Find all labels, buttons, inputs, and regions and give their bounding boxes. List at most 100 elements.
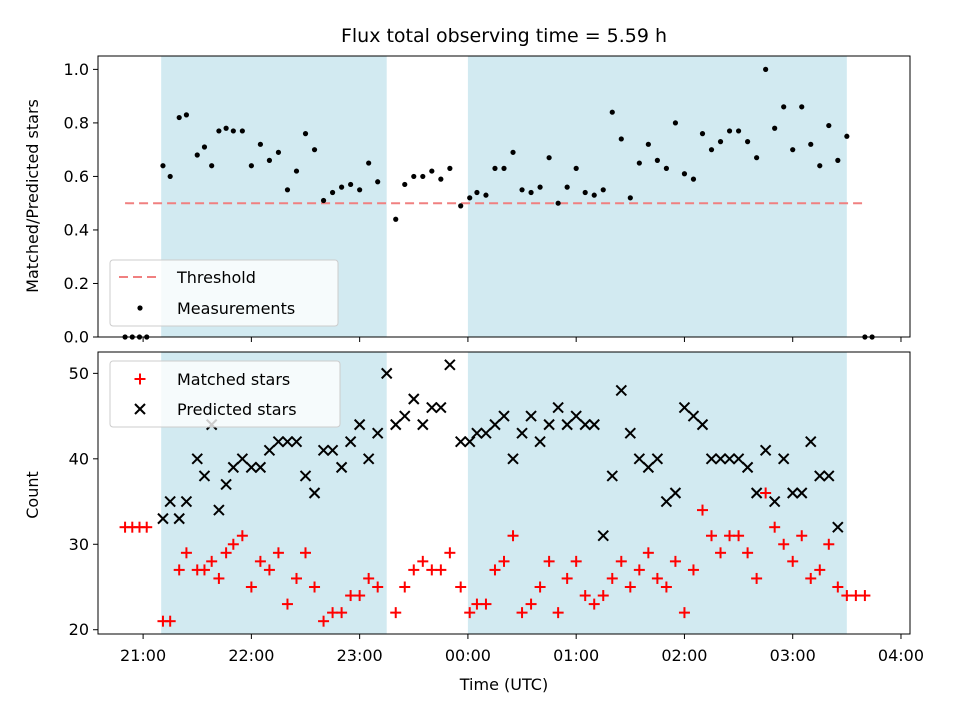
predicted-point-58 [660,495,673,508]
predicted-point-53 [615,384,627,397]
predicted-point-38-b [480,427,492,439]
matched-point-65 [696,504,708,516]
bottom-ytick-label-3: 40 [69,449,89,468]
predicted-point-45-b [543,418,555,431]
predicted-point-49 [579,418,591,431]
top-legend: Threshold Measurements [109,259,339,327]
measurement-point-24 [320,197,327,204]
measurement-point-38 [458,203,464,209]
matched-point-58 [633,564,645,576]
predicted-point-54-b [624,427,637,439]
matched-point-15 [236,530,248,542]
measurement-point-32 [402,181,408,188]
predicted-point-68-b [750,487,763,499]
predicted-point-61-b [687,410,700,422]
predicted-point-58-b [660,495,673,508]
measurement-point-44 [510,149,516,155]
measurement-point-75 [790,147,796,153]
top-frame [97,55,911,338]
predicted-point-20 [317,444,330,456]
top-ytick-label-6: 1.0 [64,60,89,79]
measurement-point-70 [745,139,751,145]
bottom-legend: Matched stars Predicted stars [109,360,341,428]
predicted-point-74-b [805,436,817,448]
predicted-point-51 [597,530,609,542]
predicted-point-44-b [534,436,546,448]
predicted-point-26-b [371,427,384,439]
measurement-point-35 [429,168,435,174]
measurement-point-47 [537,184,543,190]
predicted-point-28 [390,418,402,431]
measurement-point-27 [348,181,354,188]
matched-point-53 [588,598,600,610]
matched-point-42 [489,564,501,576]
xtick-label-8: 04:00 [878,646,924,665]
predicted-point-31-b [417,418,429,431]
measurement-point-19 [275,149,282,155]
bottom-ytick-label-1: 20 [69,620,89,639]
predicted-point-56-b [642,461,655,474]
measurement-point-34 [420,173,426,180]
shaded-interval-2 [467,56,847,337]
measurement-point-36 [438,176,444,182]
predicted-point-32 [426,401,438,414]
matched-point-71 [751,572,763,584]
predicted-point-75 [814,470,826,482]
predicted-point-30 [408,393,420,405]
matched-point-79 [823,538,835,550]
measurement-point-13 [223,125,229,131]
predicted-point-48-b [570,410,582,422]
predicted-point-62 [696,418,709,431]
matched-point-12 [213,572,225,584]
measurement-point-78 [817,163,823,169]
matched-point-19 [272,547,284,559]
top-ytick-label-1: 0.0 [64,328,89,347]
predicted-point-22-b [335,461,348,474]
predicted-point-24-b [353,418,366,431]
bottom-legend-box [109,360,341,428]
predicted-point-18 [299,470,312,482]
top-shaded-regions [161,56,847,337]
predicted-point-57 [651,453,664,465]
matched-point-38 [455,581,467,593]
predicted-point-77 [832,521,844,533]
xtick-label-7: 03:00 [770,646,816,665]
measurement-point-33 [411,173,417,180]
predicted-point-72 [787,487,799,499]
measurement-point-53 [591,192,597,198]
predicted-point-14-b [263,444,276,456]
matched-point-50 [561,572,573,584]
matched-point-52 [579,590,591,602]
predicted-point-61 [687,410,700,422]
matched-point-22 [300,547,312,559]
matched-point-39 [464,607,476,619]
matched-point-49 [552,607,564,619]
predicted-point-57-b [651,453,664,465]
measurement-point-48 [546,155,552,161]
predicted-point-49-b [579,418,591,431]
predicted-point-6 [198,470,211,482]
measurement-point-62 [672,120,679,126]
matched-point-34 [417,555,429,567]
measurement-point-26 [339,184,345,190]
predicted-point-15 [272,436,285,448]
predicted-point-11 [236,453,249,465]
matched-point-41 [480,598,492,610]
measurement-point-56 [618,136,624,142]
predicted-point-52 [606,470,618,482]
matched-point-56 [615,555,627,567]
predicted-point-43-b [525,410,537,422]
matched-point-61 [660,581,672,593]
shaded-interval-2 [467,352,847,634]
bottom-ytick-label-4: 50 [69,364,89,383]
legend-matched-label: Matched stars [177,370,290,389]
measurement-point-11 [209,163,215,169]
legend-threshold-label: Threshold [176,268,256,287]
predicted-point-75-b [814,470,826,482]
matched-point-69 [733,530,745,542]
predicted-point-66 [732,453,745,465]
measurements-points [122,66,875,340]
matched-point-17 [254,555,266,567]
measurement-point-72 [763,66,769,72]
